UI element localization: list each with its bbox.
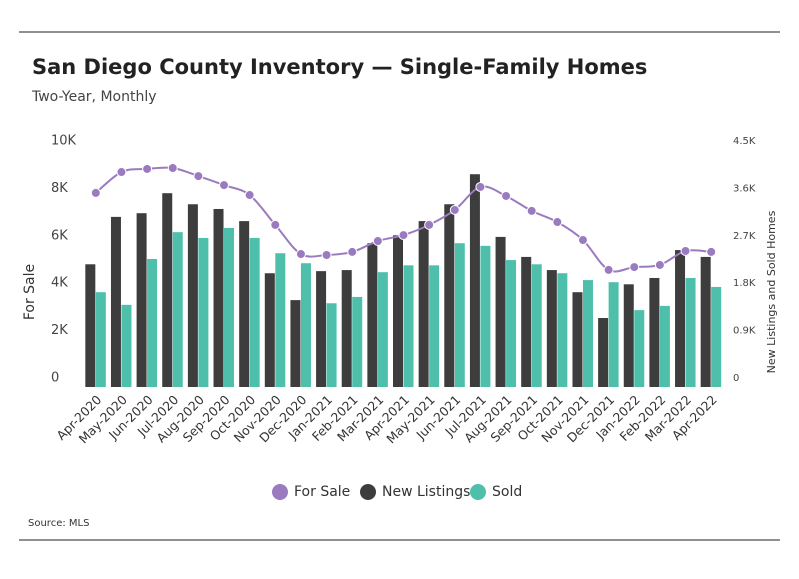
bar [418, 221, 429, 387]
bar [623, 284, 634, 387]
bar [147, 259, 158, 387]
source: Source: MLS [28, 518, 89, 529]
line-point [603, 264, 614, 275]
bar [521, 256, 532, 387]
y2-tick-label: 4.5K [733, 136, 756, 147]
bar [172, 232, 183, 387]
line-point [295, 249, 306, 260]
y2-tick-label: 2.7K [733, 231, 756, 242]
bar [506, 260, 517, 387]
legend-marker [360, 484, 376, 500]
line-point [244, 190, 255, 201]
bar [634, 310, 645, 387]
bar [403, 265, 414, 387]
bar [136, 213, 147, 387]
bar [213, 208, 224, 387]
bar [198, 237, 209, 387]
bar [224, 227, 235, 387]
y-tick-label: 10K [51, 134, 77, 149]
line-point [219, 180, 230, 191]
bar [110, 216, 121, 387]
bar [85, 264, 96, 387]
legend-label: Sold [492, 484, 522, 500]
bar [290, 300, 301, 387]
line-point [577, 235, 588, 246]
line-point [629, 262, 640, 273]
bar [377, 272, 388, 387]
bar [352, 296, 363, 387]
bar [326, 303, 337, 387]
bar [454, 243, 465, 387]
bar [659, 305, 670, 387]
line-point [475, 181, 486, 192]
bar [393, 235, 403, 387]
line-point [501, 190, 512, 201]
line-point [449, 204, 460, 215]
bar [608, 282, 619, 387]
bar [341, 270, 352, 387]
legend-label: New Listings [382, 484, 470, 500]
y2-axis-label: New Listings and Sold Homes [765, 210, 778, 373]
line-point [193, 171, 204, 182]
line-point [321, 249, 332, 260]
line-point [116, 167, 127, 178]
bar [264, 273, 275, 387]
bar [700, 256, 711, 387]
y-tick-label: 0 [51, 371, 59, 386]
bar [495, 236, 506, 387]
y2-tick-label: 3.6K [733, 183, 756, 194]
line-point [398, 230, 409, 241]
bar [557, 273, 568, 387]
bar [685, 277, 696, 387]
line-point [424, 219, 435, 230]
y2-tick-label: 1.8K [733, 278, 756, 289]
bar [316, 271, 327, 387]
y2-tick-label: 0 [733, 373, 739, 384]
bar [546, 270, 557, 387]
y-axis-label: For Sale [22, 264, 38, 320]
line-point [270, 219, 281, 230]
y2-tick-label: 0.9K [733, 326, 756, 337]
y-tick-label: 4K [51, 276, 68, 291]
bar [429, 265, 440, 387]
line-point [347, 246, 358, 257]
bar [469, 174, 480, 387]
bar [249, 237, 260, 387]
y-tick-label: 2K [51, 323, 68, 338]
bar [675, 250, 686, 387]
line-point [90, 187, 101, 198]
bar [572, 292, 583, 387]
line-point [526, 205, 537, 216]
chart-subtitle: Two-Year, Monthly [31, 89, 157, 105]
legend-marker [470, 484, 486, 500]
bar [95, 292, 106, 387]
line-point [680, 245, 691, 256]
line-point [142, 163, 153, 174]
bar [444, 204, 455, 387]
chart-title: San Diego County Inventory — Single-Fami… [32, 55, 647, 79]
bar [711, 286, 722, 387]
bar [162, 193, 173, 387]
bar [480, 245, 491, 387]
bar [121, 304, 132, 387]
legend-marker [272, 484, 288, 500]
bar [582, 280, 593, 387]
bar [367, 243, 378, 387]
line-point [167, 163, 178, 174]
line-point [372, 236, 383, 247]
bar [649, 277, 660, 387]
y-tick-label: 8K [51, 181, 68, 196]
y-tick-label: 6K [51, 228, 68, 243]
bar [598, 318, 609, 387]
bar [531, 264, 542, 387]
bar [300, 263, 311, 387]
legend-label: For Sale [294, 484, 350, 500]
bar [275, 253, 286, 387]
bar [239, 221, 250, 387]
line-point [706, 246, 717, 257]
line-point [552, 217, 563, 228]
line-point [654, 259, 665, 270]
bar [187, 204, 198, 387]
